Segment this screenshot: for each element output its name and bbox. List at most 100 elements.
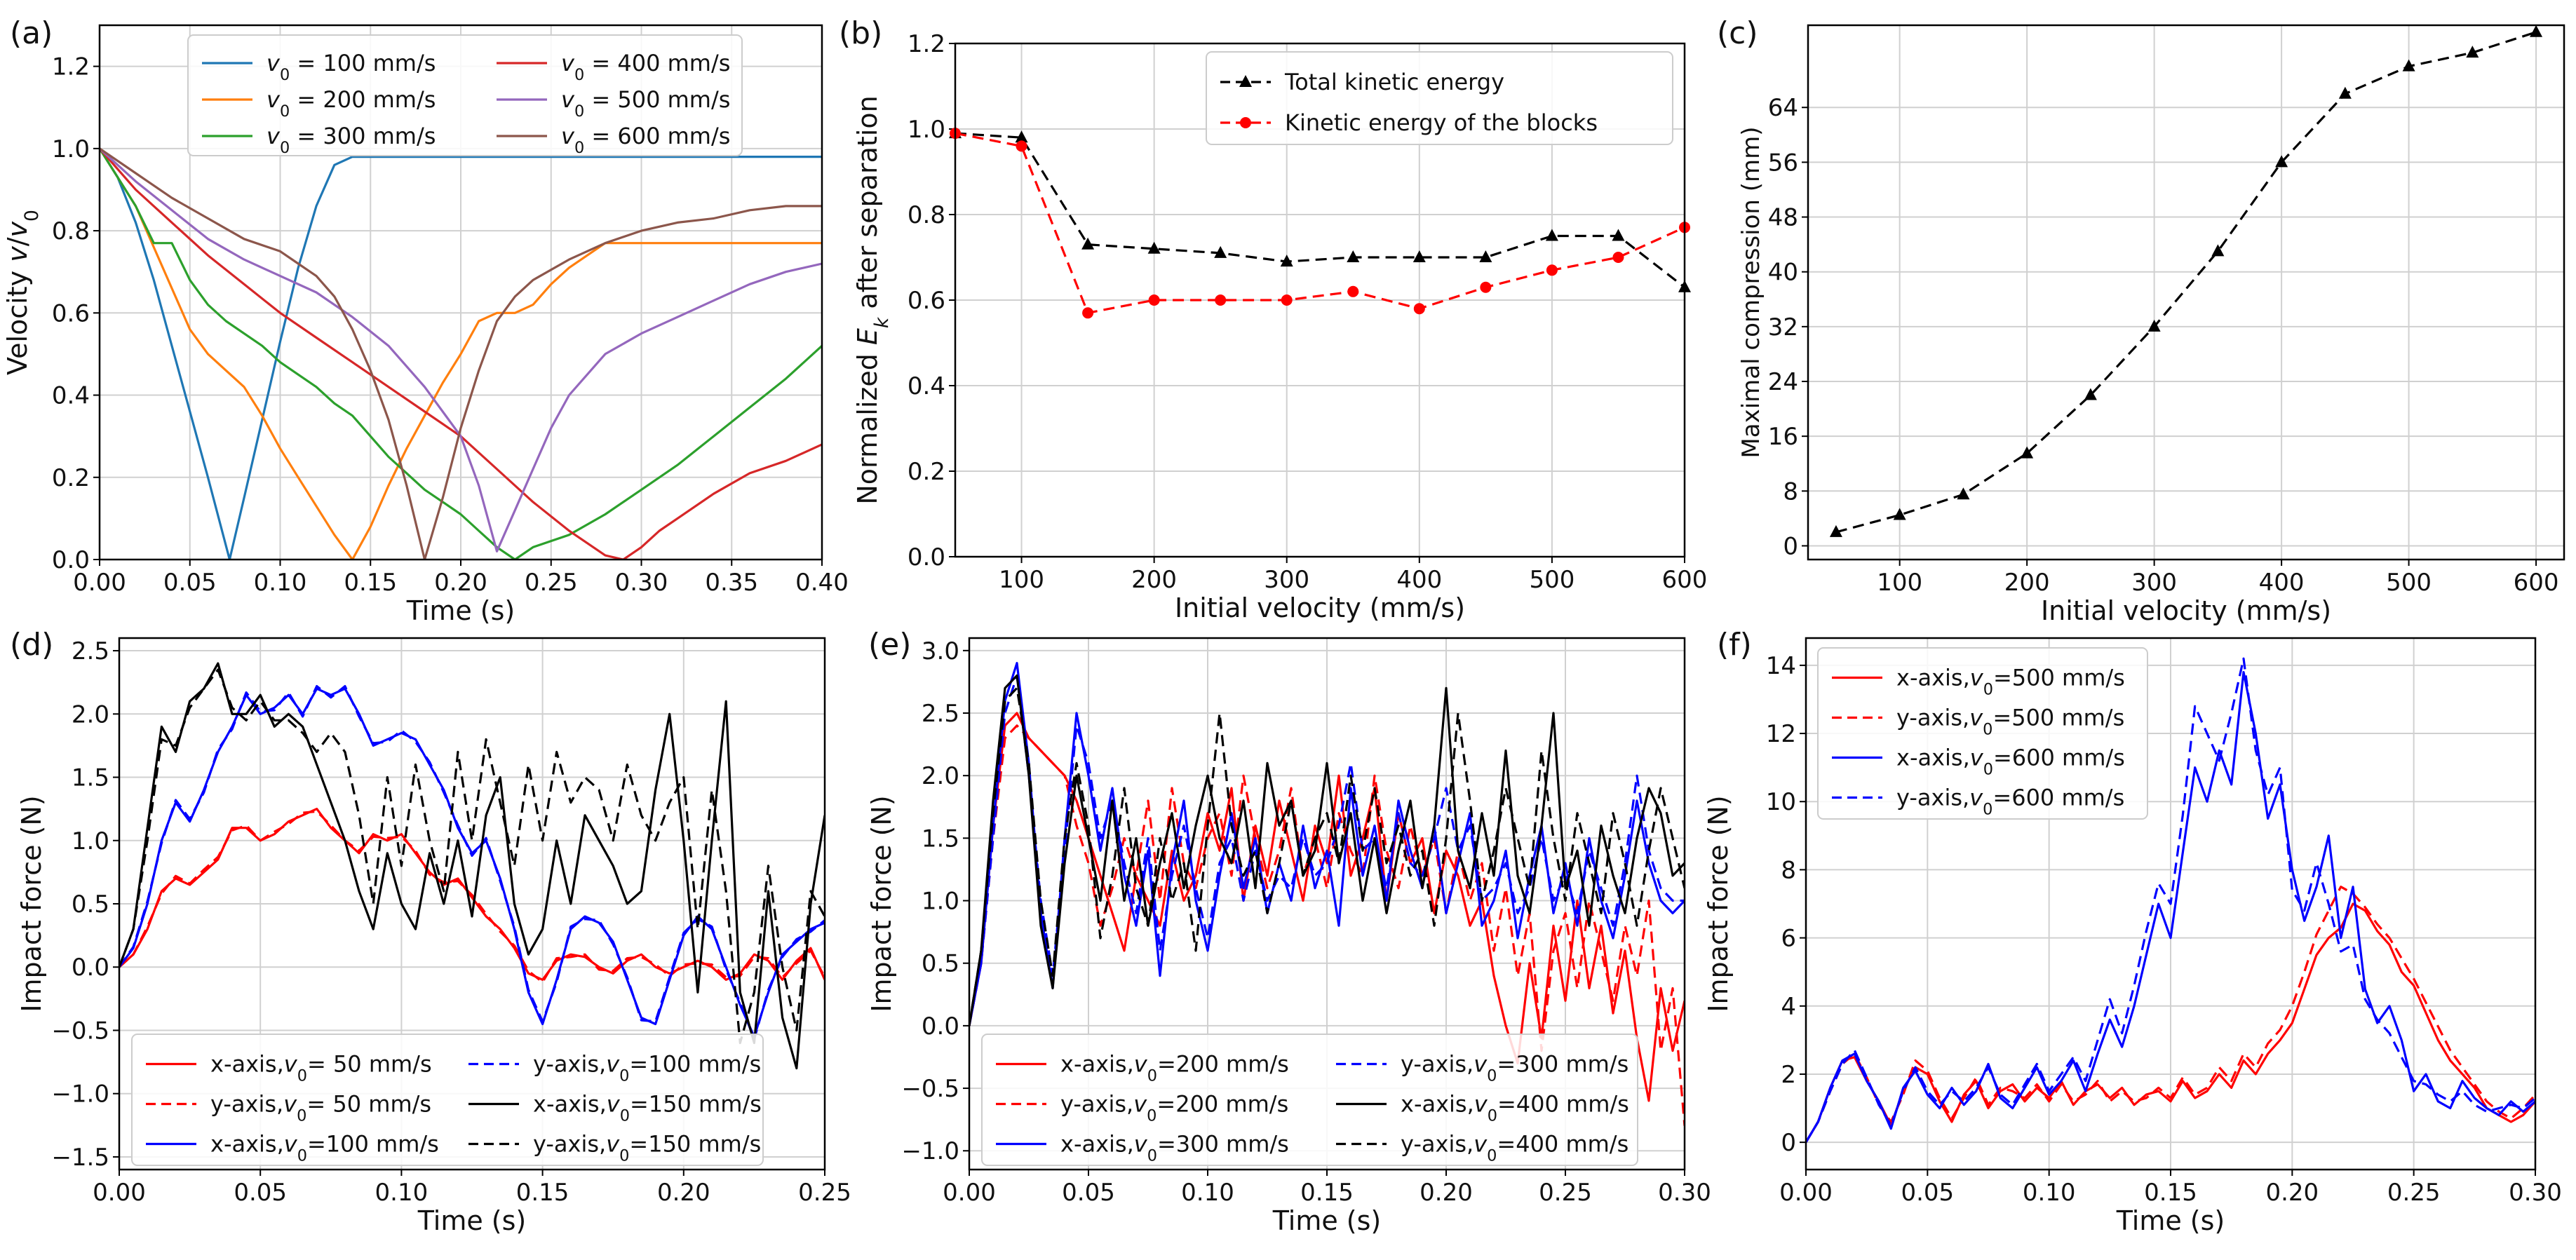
y-axis-label: Maximal compression (mm): [1737, 126, 1765, 458]
data-point: [1957, 487, 1970, 500]
x-tick-label: 0.10: [254, 569, 307, 597]
x-tick-label: 0.20: [434, 569, 487, 597]
y-tick-label: 10: [1766, 788, 1796, 816]
x-tick-label: 0.20: [657, 1179, 710, 1207]
y-tick-label: 8: [1783, 477, 1798, 506]
x-tick-label: 0.15: [2144, 1179, 2197, 1207]
data-point: [1347, 285, 1359, 297]
data-point: [2275, 155, 2288, 168]
data-point: [1281, 294, 1293, 306]
x-tick-label: 0.35: [705, 569, 758, 597]
x-axis-label: Time (s): [2116, 1205, 2225, 1236]
series-line-f-3: [1806, 657, 2535, 1143]
x-tick-label: 0.15: [516, 1179, 569, 1207]
data-point: [1479, 250, 1492, 262]
data-point: [2402, 59, 2415, 72]
data-point: [1412, 250, 1426, 262]
x-tick-label: 400: [1396, 566, 1442, 594]
x-axis-label: Time (s): [417, 1205, 527, 1236]
legend-label: v0 = 300 mm/s: [267, 123, 436, 157]
legend-label: v0 = 600 mm/s: [561, 123, 730, 157]
grid-c: [1808, 25, 2564, 560]
panel-f: 0.00 0.05 0.10 0.15 0.20 0.25 0.30 0 2 4 6 8 10 12 14 T…: [1703, 627, 2562, 1236]
y-tick-label: 0.5: [72, 890, 109, 919]
panel-label: (a): [10, 15, 53, 51]
y-tick-label: 2.0: [922, 762, 959, 790]
x-tick-label: 300: [1264, 566, 1309, 594]
legend-label: y-axis,v0=400 mm/s: [1401, 1131, 1628, 1165]
plot-frame: [968, 637, 1686, 1171]
data-point: [2530, 25, 2543, 37]
x-tick-label: 500: [1529, 566, 1574, 594]
data-point: [2211, 244, 2225, 257]
y-tick-label: 40: [1768, 259, 1798, 287]
data-point: [1413, 303, 1425, 315]
y-tick-label: 2.5: [922, 700, 959, 728]
y-tick-label: 0: [1783, 532, 1798, 560]
x-tick-label: 100: [999, 566, 1044, 594]
series-group-b: [955, 132, 1685, 314]
ticks-e: 0.00 0.05 0.10 0.15 0.20 0.25 0.30 −1.0 −0.5 0.0 0…: [901, 637, 1711, 1207]
series-line-f-0: [1806, 902, 2535, 1143]
x-tick-label: 0.25: [1539, 1179, 1592, 1207]
data-point: [2147, 319, 2161, 332]
legend-label: v0 = 400 mm/s: [561, 50, 730, 84]
y-tick-label: 0.6: [908, 287, 945, 315]
legend-label: y-axis,v0=200 mm/s: [1060, 1091, 1288, 1125]
legend-label: Kinetic energy of the blocks: [1285, 109, 1598, 136]
plot-frame: [1807, 24, 2565, 561]
legend-e: x-axis,v0=200 mm/s y-axis,v0=200 mm/s x-ax…: [981, 1034, 1638, 1166]
y-tick-label: −1.0: [51, 1081, 109, 1109]
y-tick-label: −1.0: [901, 1137, 959, 1165]
ticks-b: 100 200 300 400 500 600 0.0 0.2 0.4 0.6 0.8 1.0 1.2: [908, 30, 1708, 594]
data-point: [1016, 140, 1027, 152]
panel-label: (c): [1717, 15, 1758, 51]
y-tick-label: 1.2: [52, 53, 90, 81]
panel-label: (d): [10, 627, 53, 663]
y-tick-label: 0.2: [908, 458, 945, 486]
x-tick-label: 0.25: [525, 569, 578, 597]
legend-marker: [1239, 75, 1252, 87]
legend-box: [1206, 51, 1673, 145]
x-tick-label: 0.05: [1901, 1179, 1954, 1207]
y-tick-label: 48: [1768, 204, 1798, 232]
legend-label: y-axis,v0=150 mm/s: [533, 1131, 761, 1165]
y-tick-label: 0.0: [52, 546, 90, 574]
data-point: [1347, 250, 1360, 262]
data-point: [1280, 255, 1293, 267]
legend-label: v0 = 500 mm/s: [561, 86, 730, 121]
data-point: [1612, 229, 1625, 241]
y-tick-label: 64: [1768, 94, 1798, 122]
series-group-e: [969, 662, 1685, 1126]
series-line-a-0: [100, 147, 822, 560]
legend-label: x-axis,v0=400 mm/s: [1401, 1091, 1629, 1125]
legend-label: y-axis,v0=600 mm/s: [1896, 785, 2124, 819]
panel-label: (e): [868, 627, 911, 663]
x-tick-label: 0.20: [2265, 1179, 2319, 1207]
x-tick-label: 0.30: [615, 569, 668, 597]
data-point: [1480, 281, 1492, 293]
y-tick-label: 8: [1781, 856, 1796, 884]
data-point: [2084, 388, 2097, 400]
x-tick-label: 500: [2386, 569, 2432, 597]
plot-frame: [1805, 637, 2537, 1171]
y-tick-label: 0.0: [72, 954, 109, 982]
series-line-a-1: [100, 147, 822, 560]
x-tick-label: 400: [2259, 569, 2305, 597]
y-tick-label: −0.5: [901, 1075, 959, 1103]
legend-label: x-axis,v0=150 mm/s: [533, 1091, 762, 1125]
series-line-a-5: [100, 147, 822, 560]
series-line-d-5: [119, 668, 825, 1045]
data-point: [1546, 264, 1558, 276]
x-tick-label: 0.05: [1062, 1179, 1115, 1207]
legend-label: y-axis,v0= 50 mm/s: [210, 1091, 431, 1125]
legend-label: x-axis,v0=200 mm/s: [1060, 1051, 1289, 1085]
x-tick-label: 0.15: [344, 569, 397, 597]
series-line-e-1: [969, 724, 1685, 1126]
y-tick-label: 0.8: [52, 217, 90, 245]
x-tick-label: 0.00: [1779, 1179, 1833, 1207]
series-line-a-2: [100, 147, 822, 560]
y-tick-label: 0.0: [922, 1012, 959, 1041]
y-tick-label: 0: [1781, 1129, 1796, 1157]
y-tick-label: 1.0: [52, 135, 90, 163]
